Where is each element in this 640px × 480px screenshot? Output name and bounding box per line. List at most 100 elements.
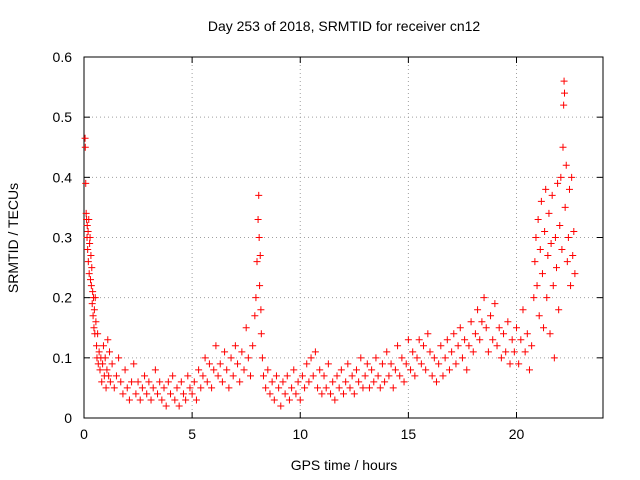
data-point <box>128 378 136 386</box>
data-point <box>387 360 395 368</box>
data-point <box>186 384 194 392</box>
data-point <box>489 336 497 344</box>
data-point <box>123 384 131 392</box>
data-point <box>467 318 475 326</box>
data-point <box>530 294 538 302</box>
data-point <box>540 324 548 332</box>
data-point <box>121 366 129 374</box>
data-point <box>251 312 259 320</box>
data-point <box>471 330 479 338</box>
data-point <box>506 360 514 368</box>
data-point <box>445 366 453 374</box>
data-point <box>86 234 94 241</box>
data-point <box>252 294 260 302</box>
data-point <box>89 288 97 296</box>
plot-frame <box>83 56 604 419</box>
data-point <box>92 318 100 326</box>
data-point <box>94 330 102 338</box>
data-point <box>296 396 304 404</box>
data-point <box>192 396 200 404</box>
data-point <box>138 384 146 392</box>
data-point <box>197 384 205 392</box>
data-point <box>130 360 138 368</box>
data-point <box>502 348 510 356</box>
data-point <box>283 372 291 380</box>
data-point <box>491 300 499 308</box>
data-point <box>119 390 127 398</box>
data-point <box>316 366 324 374</box>
data-point <box>571 270 579 278</box>
data-point <box>160 384 168 392</box>
axis-ticks: 0 5 10 15 20 0 0.1 0.2 0.3 0.4 0.5 0.6 <box>53 49 603 442</box>
data-point <box>344 360 352 368</box>
data-point <box>90 324 98 332</box>
data-point <box>102 384 110 392</box>
data-point <box>385 372 393 380</box>
data-point <box>548 191 556 199</box>
data-point <box>231 342 239 350</box>
data-point <box>556 221 564 229</box>
data-point <box>398 354 406 362</box>
data-point <box>199 372 207 380</box>
data-point <box>346 384 354 392</box>
data-point <box>266 390 274 398</box>
data-point <box>229 372 237 380</box>
data-point <box>262 384 270 392</box>
y-tick-label: 0 <box>64 410 72 426</box>
data-point <box>169 372 177 380</box>
data-point <box>85 270 93 278</box>
data-point <box>465 342 473 350</box>
data-point <box>89 312 97 320</box>
data-point <box>484 348 492 356</box>
data-point <box>101 354 109 362</box>
data-point <box>568 173 576 181</box>
data-point <box>162 402 170 410</box>
data-point <box>480 294 488 302</box>
data-point <box>309 372 317 380</box>
data-point <box>184 372 192 380</box>
data-point <box>272 372 280 380</box>
data-point <box>558 246 566 254</box>
data-point <box>203 378 211 386</box>
data-point <box>515 360 523 368</box>
data-point <box>285 396 293 404</box>
data-point <box>242 324 250 332</box>
data-point <box>84 246 92 254</box>
data-point <box>411 372 419 380</box>
data-point <box>513 324 520 332</box>
data-point <box>154 390 162 398</box>
data-point <box>175 402 183 410</box>
data-point <box>177 378 185 386</box>
data-point <box>525 366 533 374</box>
data-point <box>538 270 546 278</box>
data-point <box>561 203 569 211</box>
data-point <box>257 306 265 314</box>
data-point <box>553 264 561 272</box>
data-point <box>413 354 421 362</box>
data-point <box>469 348 477 356</box>
data-point <box>82 209 90 217</box>
data-point <box>81 143 89 151</box>
data-point <box>324 360 332 368</box>
data-point <box>158 396 166 404</box>
data-point <box>378 360 386 368</box>
data-point <box>201 354 209 362</box>
data-point <box>240 366 248 374</box>
data-point <box>275 384 283 392</box>
data-point <box>474 306 482 314</box>
data-point <box>365 384 373 392</box>
data-point <box>383 348 391 356</box>
data-point <box>91 294 99 302</box>
data-point <box>301 384 309 392</box>
data-point <box>151 366 159 374</box>
data-point <box>510 348 518 356</box>
data-point <box>238 348 246 356</box>
data-point <box>391 366 399 374</box>
data-point <box>370 378 378 386</box>
data-point <box>532 234 540 241</box>
data-point <box>84 227 92 235</box>
data-point <box>236 378 244 386</box>
data-point <box>86 276 94 284</box>
data-point <box>254 215 262 223</box>
data-point <box>255 191 263 199</box>
